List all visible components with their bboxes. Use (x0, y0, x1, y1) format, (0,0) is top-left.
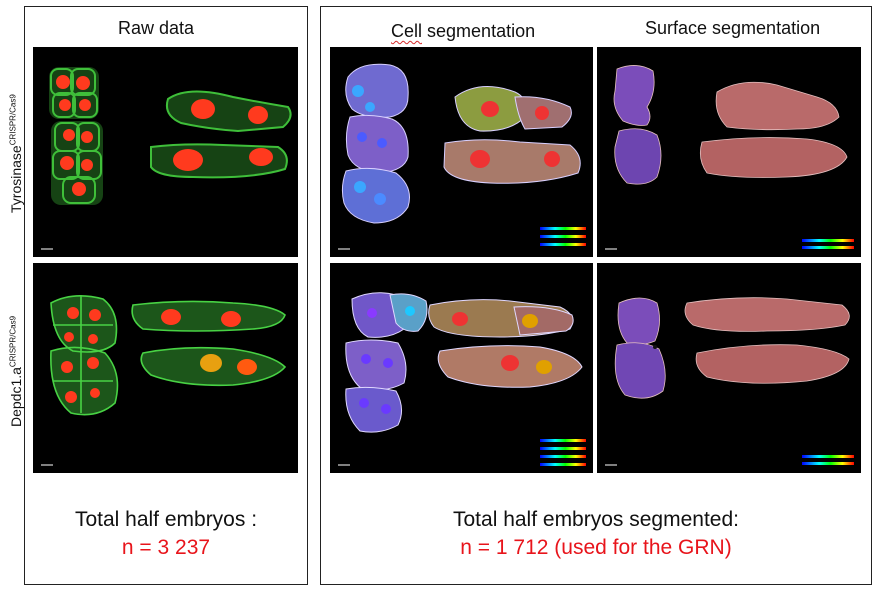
surface-segmentation-graphic (605, 297, 854, 466)
cell-segmentation-image-depdc1a (330, 263, 593, 473)
row-label-depdc1a: Depdc1.aCRISPR/Cas9 (8, 316, 24, 427)
surface-segmentation-graphic (605, 65, 854, 250)
segmented-total-count: n = 1 712 (used for the GRN) (460, 536, 732, 559)
cell-segmentation-graphic (338, 63, 586, 250)
raw-image-depdc1a (33, 263, 298, 473)
row-label-tyrosinase: TyrosinaseCRISPR/Cas9 (8, 94, 24, 213)
row-label-gene: Depdc1.a (8, 367, 24, 427)
row-label-superscript: CRISPR/Cas9 (8, 94, 18, 146)
raw-image-graphic (41, 67, 292, 250)
segmented-total-label: Total half embryos segmented: (453, 508, 739, 531)
cell-segmentation-title-word1: Cell (391, 21, 423, 41)
row-label-gene: Tyrosinase (8, 145, 24, 213)
cell-segmentation-image-tyrosinase (330, 47, 593, 257)
cell-segmentation-graphic (338, 292, 586, 466)
raw-total-label: Total half embryos : (74, 508, 258, 531)
row-label-superscript: CRISPR/Cas9 (8, 315, 18, 368)
raw-total-count: n = 3 237 (121, 536, 211, 559)
raw-image-graphic (41, 295, 287, 466)
cell-segmentation-title-word2: segmentation (427, 21, 536, 41)
surface-segmentation-image-depdc1a (597, 263, 861, 473)
raw-image-tyrosinase (33, 47, 298, 257)
cell-segmentation-title: Cell segmentation (391, 21, 535, 42)
surface-segmentation-title: Surface segmentation (645, 18, 821, 38)
surface-segmentation-image-tyrosinase (597, 47, 861, 257)
raw-data-title: Raw data (118, 18, 195, 38)
